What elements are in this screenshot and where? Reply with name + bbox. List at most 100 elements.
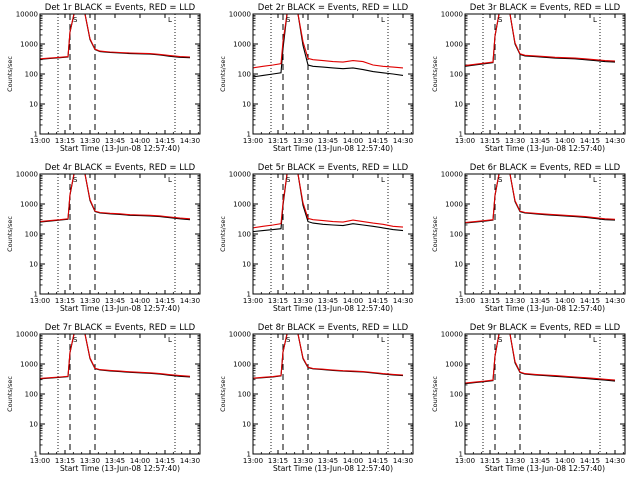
x-tick-label: 13:00 bbox=[455, 457, 475, 465]
plot-frame bbox=[252, 333, 414, 455]
x-tick-label: 13:00 bbox=[243, 297, 263, 305]
y-axis-label: Counts/sec bbox=[6, 376, 14, 412]
x-tick-label: 14:15 bbox=[580, 297, 600, 305]
y-tick-label: 1 bbox=[247, 291, 251, 299]
series-line-lld bbox=[464, 173, 616, 224]
x-tick-label: 13:15 bbox=[55, 137, 75, 145]
x-tick-label: 13:15 bbox=[480, 297, 500, 305]
x-axis-label: Start Time (13-Jun-08 12:57:40) bbox=[273, 304, 393, 313]
x-tick-label: 14:15 bbox=[368, 297, 388, 305]
annotation-s: S bbox=[286, 16, 291, 24]
annotation-s: S bbox=[498, 176, 503, 184]
panel-title: Det 4r BLACK = Events, RED = LLD bbox=[45, 163, 196, 173]
x-tick-label: 13:45 bbox=[530, 137, 550, 145]
plot-frame bbox=[39, 333, 201, 455]
series-line-lld bbox=[252, 13, 404, 69]
y-tick-label: 10 bbox=[29, 261, 38, 269]
x-tick-label: 13:15 bbox=[268, 297, 288, 305]
x-tick-label: 14:15 bbox=[368, 457, 388, 465]
y-tick-label: 10000 bbox=[441, 171, 463, 179]
annotation-s: S bbox=[498, 336, 503, 344]
detector-panel-1: Det 1r BLACK = Events, RED = LLD Counts/s… bbox=[6, 3, 201, 153]
y-tick-label: 1 bbox=[34, 451, 38, 459]
panel-title: Det 7r BLACK = Events, RED = LLD bbox=[45, 323, 196, 333]
series-line-lld bbox=[39, 13, 191, 60]
x-tick-label: 13:45 bbox=[530, 457, 550, 465]
x-tick-label: 13:00 bbox=[243, 457, 263, 465]
x-tick-label: 13:45 bbox=[318, 297, 338, 305]
y-tick-label: 1 bbox=[247, 131, 251, 139]
y-tick-label: 10 bbox=[242, 421, 251, 429]
x-tick-label: 13:30 bbox=[80, 297, 100, 305]
panel-title: Det 9r BLACK = Events, RED = LLD bbox=[470, 323, 621, 333]
y-axis-label: Counts/sec bbox=[431, 376, 439, 412]
annotation-l: L bbox=[381, 336, 385, 344]
x-tick-label: 13:00 bbox=[30, 137, 50, 145]
x-axis-label: Start Time (13-Jun-08 12:57:40) bbox=[273, 464, 393, 473]
detector-panel-9: Det 9r BLACK = Events, RED = LLD Counts/s… bbox=[431, 323, 626, 473]
y-tick-label: 1000 bbox=[233, 41, 251, 49]
annotation-l: L bbox=[593, 16, 597, 24]
y-tick-label: 1000 bbox=[445, 201, 463, 209]
y-tick-label: 1000 bbox=[445, 41, 463, 49]
panel-title: Det 6r BLACK = Events, RED = LLD bbox=[470, 163, 621, 173]
x-tick-label: 14:15 bbox=[155, 457, 175, 465]
annotation-l: L bbox=[168, 176, 172, 184]
x-tick-label: 14:00 bbox=[343, 297, 363, 305]
x-tick-label: 13:45 bbox=[318, 457, 338, 465]
x-tick-label: 14:00 bbox=[130, 457, 150, 465]
series-line-lld bbox=[252, 333, 404, 379]
y-tick-label: 10000 bbox=[229, 171, 251, 179]
y-tick-label: 100 bbox=[25, 71, 38, 79]
y-tick-label: 100 bbox=[450, 391, 463, 399]
annotation-s: S bbox=[73, 336, 78, 344]
panel-title: Det 5r BLACK = Events, RED = LLD bbox=[258, 163, 409, 173]
x-tick-label: 14:00 bbox=[555, 457, 575, 465]
series-line-lld bbox=[252, 173, 404, 229]
annotation-l: L bbox=[593, 176, 597, 184]
x-tick-label: 14:30 bbox=[393, 297, 413, 305]
y-tick-label: 10 bbox=[242, 101, 251, 109]
x-tick-label: 14:15 bbox=[155, 137, 175, 145]
y-tick-label: 10000 bbox=[16, 11, 38, 19]
x-tick-label: 14:00 bbox=[343, 457, 363, 465]
y-axis-label: Counts/sec bbox=[219, 376, 227, 412]
y-tick-label: 10 bbox=[454, 101, 463, 109]
x-axis-label: Start Time (13-Jun-08 12:57:40) bbox=[485, 304, 605, 313]
x-tick-label: 13:00 bbox=[455, 137, 475, 145]
series-line-lld bbox=[39, 333, 191, 379]
x-tick-label: 14:30 bbox=[180, 457, 200, 465]
x-tick-label: 14:30 bbox=[605, 137, 625, 145]
y-tick-label: 10000 bbox=[441, 11, 463, 19]
x-tick-label: 14:30 bbox=[393, 137, 413, 145]
y-tick-label: 1000 bbox=[445, 361, 463, 369]
y-axis-label: Counts/sec bbox=[431, 56, 439, 92]
x-tick-label: 14:30 bbox=[393, 457, 413, 465]
annotation-l: L bbox=[168, 336, 172, 344]
detector-panel-8: Det 8r BLACK = Events, RED = LLD Counts/s… bbox=[219, 323, 414, 473]
y-tick-label: 1 bbox=[247, 451, 251, 459]
detector-panel-4: Det 4r BLACK = Events, RED = LLD Counts/s… bbox=[6, 163, 201, 313]
x-tick-label: 13:30 bbox=[80, 137, 100, 145]
x-axis-label: Start Time (13-Jun-08 12:57:40) bbox=[60, 144, 180, 153]
x-tick-label: 13:30 bbox=[293, 297, 313, 305]
y-tick-label: 10000 bbox=[229, 331, 251, 339]
x-tick-label: 14:00 bbox=[343, 137, 363, 145]
detector-panel-3: Det 3r BLACK = Events, RED = LLD Counts/s… bbox=[431, 3, 626, 153]
x-tick-label: 13:15 bbox=[268, 457, 288, 465]
y-tick-label: 1 bbox=[34, 131, 38, 139]
panel-title: Det 3r BLACK = Events, RED = LLD bbox=[470, 3, 621, 13]
x-tick-label: 14:15 bbox=[580, 457, 600, 465]
x-axis-label: Start Time (13-Jun-08 12:57:40) bbox=[60, 464, 180, 473]
x-tick-label: 13:30 bbox=[505, 457, 525, 465]
x-tick-label: 13:00 bbox=[455, 297, 475, 305]
x-tick-label: 14:15 bbox=[155, 297, 175, 305]
x-tick-label: 13:15 bbox=[268, 137, 288, 145]
x-tick-label: 13:45 bbox=[318, 137, 338, 145]
detector-panel-6: Det 6r BLACK = Events, RED = LLD Counts/s… bbox=[431, 163, 626, 313]
x-tick-label: 14:00 bbox=[130, 297, 150, 305]
x-tick-label: 14:30 bbox=[605, 457, 625, 465]
x-tick-label: 13:30 bbox=[80, 457, 100, 465]
x-tick-label: 13:15 bbox=[55, 457, 75, 465]
x-axis-label: Start Time (13-Jun-08 12:57:40) bbox=[273, 144, 393, 153]
